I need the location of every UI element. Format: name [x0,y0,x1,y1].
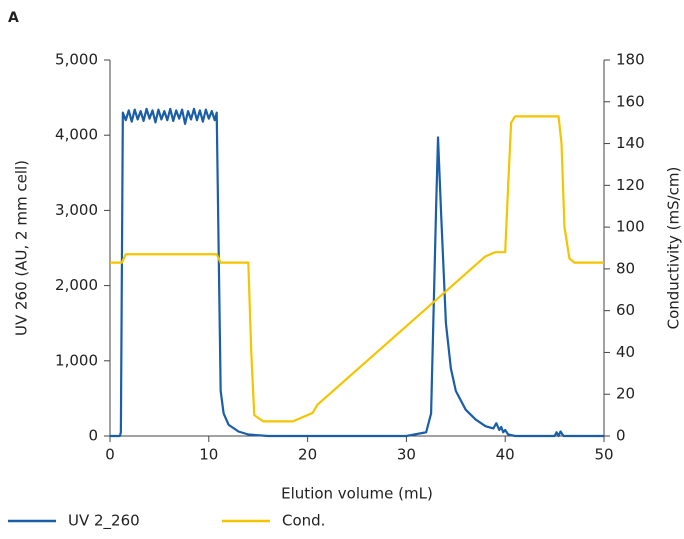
x-tick-label: 10 [199,446,218,464]
y-tick-label: 3,000 [55,201,98,219]
x-tick-label: 20 [298,446,317,464]
y2-tick-label: 40 [616,343,635,361]
y2-tick-label: 80 [616,259,635,277]
y-tick-label: 1,000 [55,351,98,369]
x-axis-label: Elution volume (mL) [281,485,433,503]
y2-tick-label: 0 [616,427,626,445]
series-line [110,115,604,423]
y2-tick-label: 120 [616,176,645,194]
y2-tick-label: 180 [616,51,645,69]
y-tick-label: 2,000 [55,276,98,294]
x-tick-label: 50 [594,446,613,464]
x-tick-label: 0 [105,446,115,464]
y-tick-label: 4,000 [55,126,98,144]
y2-tick-label: 140 [616,134,645,152]
y2-tick-label: 100 [616,218,645,236]
panel-label: A [8,10,19,26]
y-tick-label: 0 [88,427,98,445]
y2-tick-label: 20 [616,385,635,403]
y2-axis-label: Conductivity (mS/cm) [665,167,683,330]
y2-tick-label: 160 [616,92,645,110]
y-tick-label: 5,000 [55,51,98,69]
legend-label: UV 2_260 [68,512,140,531]
series-line [110,107,604,438]
legend-label: Cond. [282,512,325,530]
y-axis-label: UV 260 (AU, 2 mm cell) [13,160,31,336]
x-tick-label: 30 [397,446,416,464]
x-tick-label: 40 [496,446,515,464]
y2-tick-label: 60 [616,301,635,319]
